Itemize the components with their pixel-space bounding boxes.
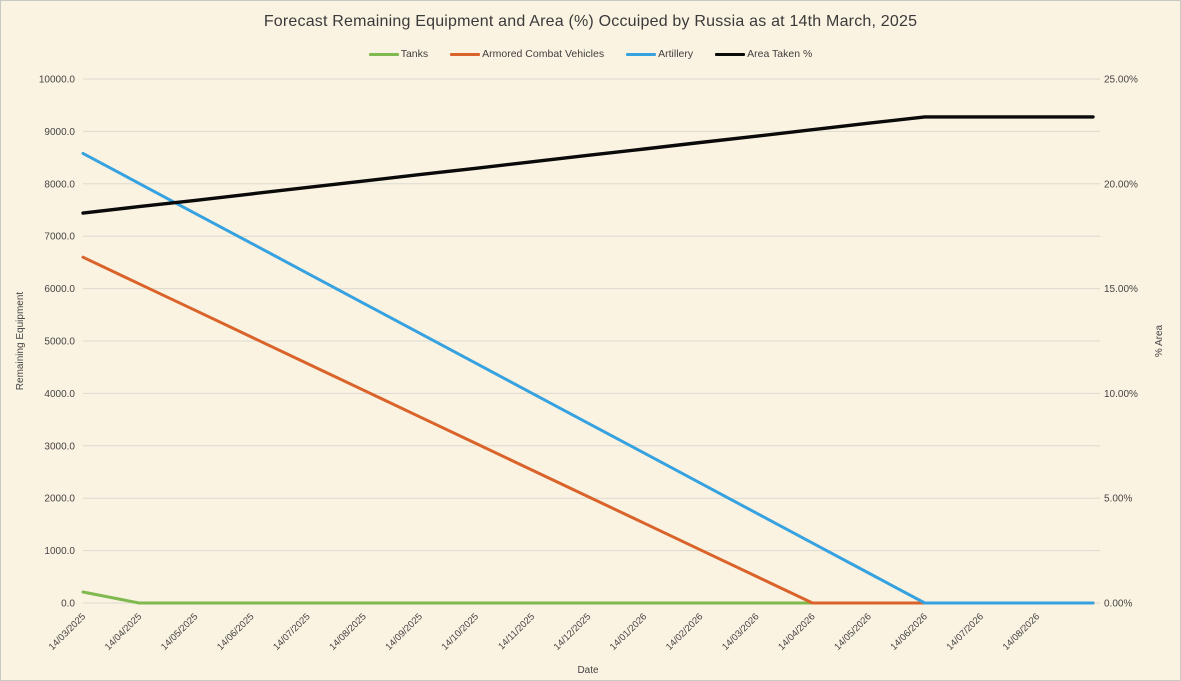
x-axis-tick-label: 14/04/2026 bbox=[776, 611, 817, 652]
series-line-area-taken- bbox=[81, 115, 1095, 215]
left-axis-tick-label: 3000.0 bbox=[44, 441, 75, 452]
legend-label: Artillery bbox=[658, 48, 694, 60]
left-axis-tick-label: 8000.0 bbox=[44, 179, 75, 190]
legend-label: Armored Combat Vehicles bbox=[482, 48, 605, 60]
x-axis-tick-label: 14/03/2025 bbox=[47, 611, 88, 652]
x-axis-tick-label: 14/06/2026 bbox=[888, 611, 929, 652]
legend-swatch bbox=[626, 52, 657, 56]
legend-item: Tanks bbox=[368, 48, 429, 60]
left-axis-tick-label: 0.0 bbox=[61, 599, 75, 610]
left-axis-tick-label: 2000.0 bbox=[44, 494, 75, 505]
series-line-armored-combat-vehicles bbox=[81, 255, 1095, 605]
x-axis-tick-label: 14/08/2025 bbox=[327, 611, 368, 652]
right-axis-tick-label: 20.00% bbox=[1104, 179, 1138, 190]
x-axis-tick-label: 14/09/2025 bbox=[383, 611, 424, 652]
right-axis-tick-label: 10.00% bbox=[1104, 389, 1138, 400]
x-axis-tick-label: 14/06/2025 bbox=[215, 611, 256, 652]
legend-label: Area Taken % bbox=[747, 48, 813, 60]
x-axis-tick-label: 14/05/2025 bbox=[159, 611, 200, 652]
x-axis-tick-label: 14/07/2026 bbox=[945, 611, 986, 652]
left-axis-tick-label: 7000.0 bbox=[44, 232, 75, 243]
left-axis-tick-label: 5000.0 bbox=[44, 337, 75, 348]
left-axis-title: Remaining Equipment bbox=[15, 292, 26, 391]
legend: Tanks Armored Combat Vehicles Artillery Are… bbox=[1, 48, 1180, 60]
series-line-tanks bbox=[81, 590, 1095, 605]
legend-swatch bbox=[715, 52, 746, 56]
series-line-artillery bbox=[81, 151, 1095, 605]
legend-swatch bbox=[450, 52, 481, 56]
x-axis-tick-label: 14/12/2025 bbox=[552, 611, 593, 652]
legend-item: Armored Combat Vehicles bbox=[450, 48, 604, 60]
left-axis-tick-label: 4000.0 bbox=[44, 389, 75, 400]
right-axis-title: % Area bbox=[1154, 324, 1165, 357]
right-axis-tick-label: 5.00% bbox=[1104, 494, 1132, 505]
x-axis-tick-label: 14/05/2026 bbox=[832, 611, 873, 652]
legend-item: Area Taken % bbox=[715, 48, 812, 60]
chart-title: Forecast Remaining Equipment and Area (%… bbox=[263, 13, 918, 30]
right-axis-tick-label: 25.00% bbox=[1104, 75, 1138, 86]
x-axis-tick-label: 14/08/2026 bbox=[1001, 611, 1042, 652]
legend-label: Tanks bbox=[400, 48, 429, 60]
x-axis-tick-label: 14/07/2025 bbox=[271, 611, 312, 652]
x-axis-tick-label: 14/11/2025 bbox=[496, 611, 537, 652]
right-axis-tick-label: 0.00% bbox=[1104, 599, 1132, 610]
left-axis-tick-label: 1000.0 bbox=[44, 546, 75, 557]
right-axis-tick-label: 15.00% bbox=[1104, 284, 1138, 295]
x-axis-tick-label: 14/02/2026 bbox=[664, 611, 705, 652]
legend-item: Artillery bbox=[626, 48, 693, 60]
x-axis-tick-label: 14/10/2025 bbox=[440, 611, 481, 652]
left-axis-tick-label: 9000.0 bbox=[44, 127, 75, 138]
left-axis-tick-label: 6000.0 bbox=[44, 284, 75, 295]
left-axis-tick-label: 10000.0 bbox=[39, 75, 76, 86]
legend-swatch bbox=[368, 52, 399, 56]
x-axis-title: Date bbox=[577, 665, 599, 676]
x-axis-tick-label: 14/04/2025 bbox=[103, 611, 144, 652]
x-axis-tick-label: 14/01/2026 bbox=[608, 611, 649, 652]
x-axis-tick-label: 14/03/2026 bbox=[720, 611, 761, 652]
